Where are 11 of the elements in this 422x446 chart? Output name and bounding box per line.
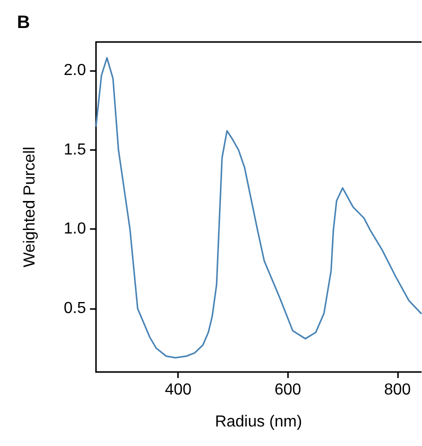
x-axis-title: Radius (nm): [214, 414, 302, 430]
y-tick-label: 0.5: [64, 300, 86, 318]
chart-title: B: [17, 12, 30, 32]
line-series: [95, 57, 422, 358]
x-tick-label: 600: [274, 382, 302, 398]
x-tick-label: 800: [384, 382, 411, 398]
y-tick-label: 2.0: [64, 62, 86, 80]
x-tick-label: 400: [164, 382, 192, 398]
y-tick-label: 1.0: [64, 220, 86, 238]
y-tick-label: 1.5: [64, 141, 86, 158]
y-axis-title: Weighted Purcell: [22, 146, 38, 268]
